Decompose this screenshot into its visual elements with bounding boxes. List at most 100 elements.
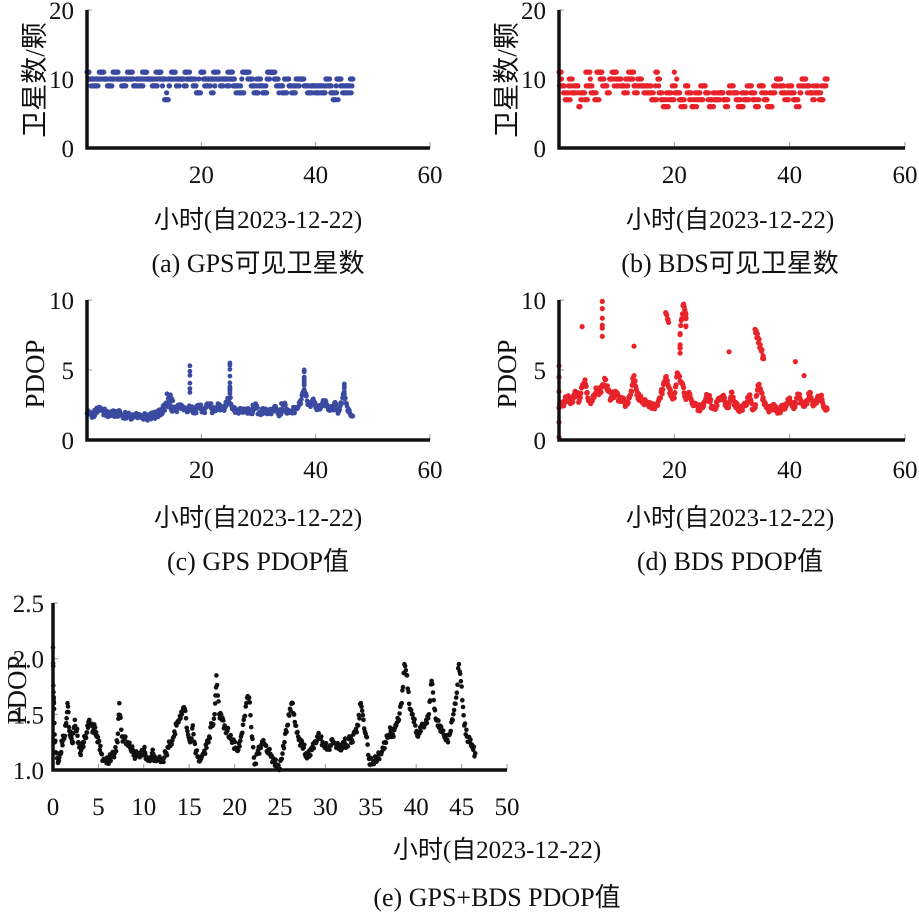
data-point xyxy=(349,413,355,418)
data-point xyxy=(272,69,278,75)
data-point xyxy=(759,347,765,353)
data-point xyxy=(123,734,128,739)
data-point xyxy=(341,389,347,395)
panel-d-ylabel: PDOP xyxy=(492,339,522,408)
data-point xyxy=(193,410,199,416)
data-point xyxy=(220,83,226,89)
data-point xyxy=(328,83,334,89)
data-point xyxy=(322,90,328,96)
data-point xyxy=(630,76,636,82)
data-point xyxy=(240,730,245,736)
panel-c-axes xyxy=(85,300,430,442)
data-point xyxy=(248,713,253,718)
data-point xyxy=(253,761,259,767)
data-point xyxy=(282,739,287,745)
data-point xyxy=(333,90,340,96)
data-point xyxy=(283,402,288,408)
data-point xyxy=(445,737,450,743)
data-point xyxy=(599,69,605,75)
data-point xyxy=(567,97,573,103)
panel-a-caption: (a) GPS可见卫星数 xyxy=(151,249,364,278)
y-tick-label: 5 xyxy=(534,358,547,385)
data-point xyxy=(183,83,189,89)
data-point xyxy=(575,83,581,89)
data-point xyxy=(665,316,671,322)
data-point xyxy=(748,83,755,89)
data-point xyxy=(453,701,458,706)
data-point xyxy=(706,392,713,399)
data-point xyxy=(235,748,240,754)
data-point xyxy=(273,757,279,762)
panel-e-caption: (e) GPS+BDS PDOP值 xyxy=(373,883,620,912)
data-point xyxy=(702,83,708,89)
data-point xyxy=(151,751,156,757)
data-point xyxy=(577,104,583,110)
data-point xyxy=(694,104,700,110)
data-point xyxy=(333,83,339,89)
x-tick-label: 40 xyxy=(303,457,328,484)
data-point xyxy=(569,76,575,82)
y-tick-label: 20 xyxy=(521,0,546,25)
data-point xyxy=(613,69,619,75)
data-point xyxy=(221,718,226,723)
data-point xyxy=(246,69,252,75)
data-point xyxy=(618,76,624,82)
panel-b-axes xyxy=(557,10,905,150)
data-point xyxy=(166,83,173,89)
data-point xyxy=(409,711,415,717)
data-point xyxy=(285,722,291,728)
data-point xyxy=(561,403,567,409)
data-point xyxy=(295,729,300,735)
data-point xyxy=(172,731,178,737)
data-point xyxy=(740,104,746,110)
data-point xyxy=(295,405,301,411)
panel-a-ylabel: 卫星数/颗 xyxy=(20,22,50,138)
data-point xyxy=(730,83,736,89)
data-point xyxy=(170,735,176,740)
data-point xyxy=(365,742,370,747)
data-point xyxy=(796,104,802,110)
data-point xyxy=(267,746,272,752)
data-point xyxy=(739,407,746,413)
data-point xyxy=(241,90,247,96)
data-point xyxy=(301,76,307,82)
data-point xyxy=(700,97,706,103)
data-point xyxy=(184,725,189,731)
data-point xyxy=(390,732,396,737)
panel-b-bds-visible-satellites: 卫星数/颗 0 10 20 20 40 60 小时(自2023-12-22) (b) B… xyxy=(492,0,918,278)
data-point xyxy=(284,90,290,96)
data-point xyxy=(228,732,233,738)
data-point xyxy=(98,743,103,749)
y-tick-label: 0 xyxy=(62,136,75,163)
data-point xyxy=(795,97,801,103)
data-point xyxy=(344,401,349,406)
data-point xyxy=(757,386,763,392)
data-point xyxy=(725,405,732,411)
data-point xyxy=(359,708,365,713)
data-point xyxy=(99,752,105,757)
data-point xyxy=(678,322,684,329)
data-point xyxy=(349,83,355,89)
y-tick-label: 1.0 xyxy=(13,758,44,785)
data-point xyxy=(144,69,150,75)
data-point xyxy=(454,690,460,695)
data-point xyxy=(455,682,460,687)
panel-e-xlabel: 小时(自2023-12-22) xyxy=(393,836,601,864)
data-point xyxy=(677,332,683,338)
data-point xyxy=(672,83,678,89)
x-tick-label: 60 xyxy=(893,457,918,484)
data-point xyxy=(246,696,251,702)
panel-c-ylabel: PDOP xyxy=(20,339,50,408)
data-point xyxy=(319,734,324,739)
data-point xyxy=(249,411,255,417)
data-point xyxy=(176,83,182,89)
data-point xyxy=(471,744,477,749)
data-point xyxy=(760,353,766,359)
data-point xyxy=(119,727,124,733)
data-point xyxy=(576,399,582,405)
data-point xyxy=(428,698,433,703)
data-point xyxy=(266,76,273,82)
data-point xyxy=(354,729,360,735)
x-tick-label: 35 xyxy=(358,794,383,821)
